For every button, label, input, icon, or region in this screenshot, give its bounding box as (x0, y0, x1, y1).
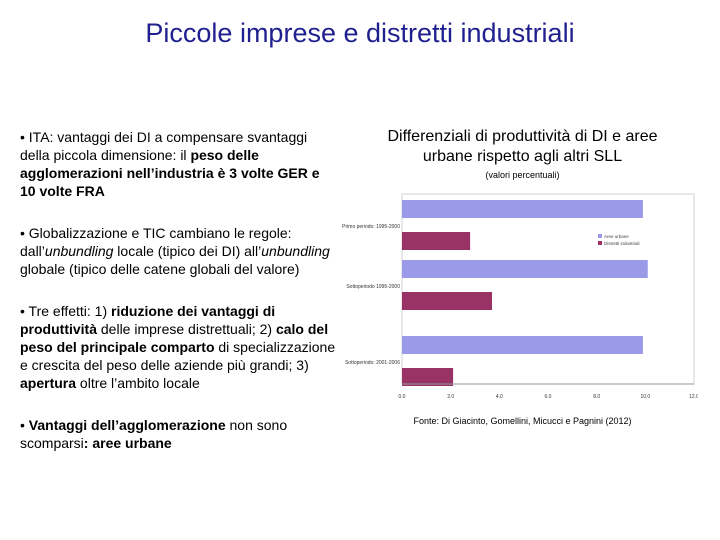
bullet-4-text-1: • (20, 417, 29, 433)
bullet-3-text-3: delle imprese distrettuali; 2) (97, 321, 276, 337)
productivity-bar-chart: Primo periodo: 1995-2000 Sottoperiodo 199… (342, 193, 698, 400)
bullet-2-text-1: • Globalizzazione e TIC cambiano le rego… (20, 225, 292, 259)
x-tick-label: 0.0 (399, 394, 406, 400)
bullet-3-text-1: • Tre effetti: 1) (20, 303, 112, 319)
legend-label-1: Aree urbane (604, 234, 629, 239)
bullet-3-text-2: riduzione dei vantaggi di produttività (20, 303, 276, 337)
bullet-3-text-5: di specializzazione e crescita del peso … (20, 339, 336, 373)
bullet-1: • ITA: vantaggi dei DI a compensare svan… (20, 128, 338, 200)
category-label: Sottoperiodo: 2001-2006 (345, 360, 400, 366)
x-tick-label: 4.0 (496, 394, 503, 400)
legend-label-2: Distretti industriali (604, 241, 640, 246)
bar-distretti-2 (402, 292, 493, 310)
bar-aree-urbane-2 (402, 260, 648, 278)
bullet-4-text-4: : aree urbane (83, 435, 172, 451)
legend-swatch-2 (598, 241, 602, 245)
bullet-3-text-7: oltre l’ambito locale (76, 375, 200, 391)
bullet-2-text-5: globale (tipico delle catene globali del… (20, 261, 300, 277)
x-tick-label: 2.0 (447, 394, 454, 400)
bullet-1-text-2: peso delle agglomerazioni nell’industria… (20, 147, 320, 199)
plot-frame (401, 193, 695, 385)
bullet-4: • Vantaggi dell’agglomerazione non sono … (20, 416, 338, 452)
bullet-3-text-4: calo del peso del principale comparto (20, 321, 329, 355)
bullet-list: • ITA: vantaggi dei DI a compensare svan… (20, 128, 338, 476)
bullet-4-text-2: Vantaggi dell’agglomerazione (28, 417, 226, 433)
bullet-2-text-4: unbundling (261, 243, 330, 259)
bullet-4-text-3: non sono scomparsi (20, 417, 288, 451)
bar-distretti-3 (402, 368, 454, 386)
bullet-2: • Globalizzazione e TIC cambiano le rego… (20, 224, 338, 278)
category-label: Sottoperiodo 1995-2000 (346, 284, 400, 290)
x-tick-label: 6.0 (545, 394, 552, 400)
x-tick-label: 12.0 (689, 394, 698, 400)
bar-aree-urbane-3 (402, 336, 643, 354)
bullet-1-text-1: • ITA: vantaggi dei DI a compensare svan… (20, 129, 308, 163)
bullet-2-text-2: unbundling (44, 243, 114, 259)
bullet-2-text-3: locale (tipico dei DI) all’ (113, 243, 262, 259)
x-tick-label: 10.0 (640, 394, 650, 400)
legend-swatch-1 (598, 234, 602, 238)
x-tick-label: 8.0 (593, 394, 600, 400)
chart-source: Fonte: Di Giacinto, Gomellini, Micucci e… (413, 416, 632, 426)
chart-subtitle: (valori percentuali) (485, 170, 560, 180)
category-label: Primo periodo: 1995-2000 (342, 224, 400, 230)
bullet-3: • Tre effetti: 1) riduzione dei vantaggi… (20, 302, 338, 392)
slide-title: Piccole imprese e distretti industriali (145, 18, 575, 48)
chart-title: Differenziali di produttività di DI e ar… (387, 128, 658, 165)
bar-aree-urbane-1 (402, 200, 643, 218)
bullet-3-text-6: apertura (20, 375, 77, 391)
bar-distretti-1 (402, 232, 471, 250)
